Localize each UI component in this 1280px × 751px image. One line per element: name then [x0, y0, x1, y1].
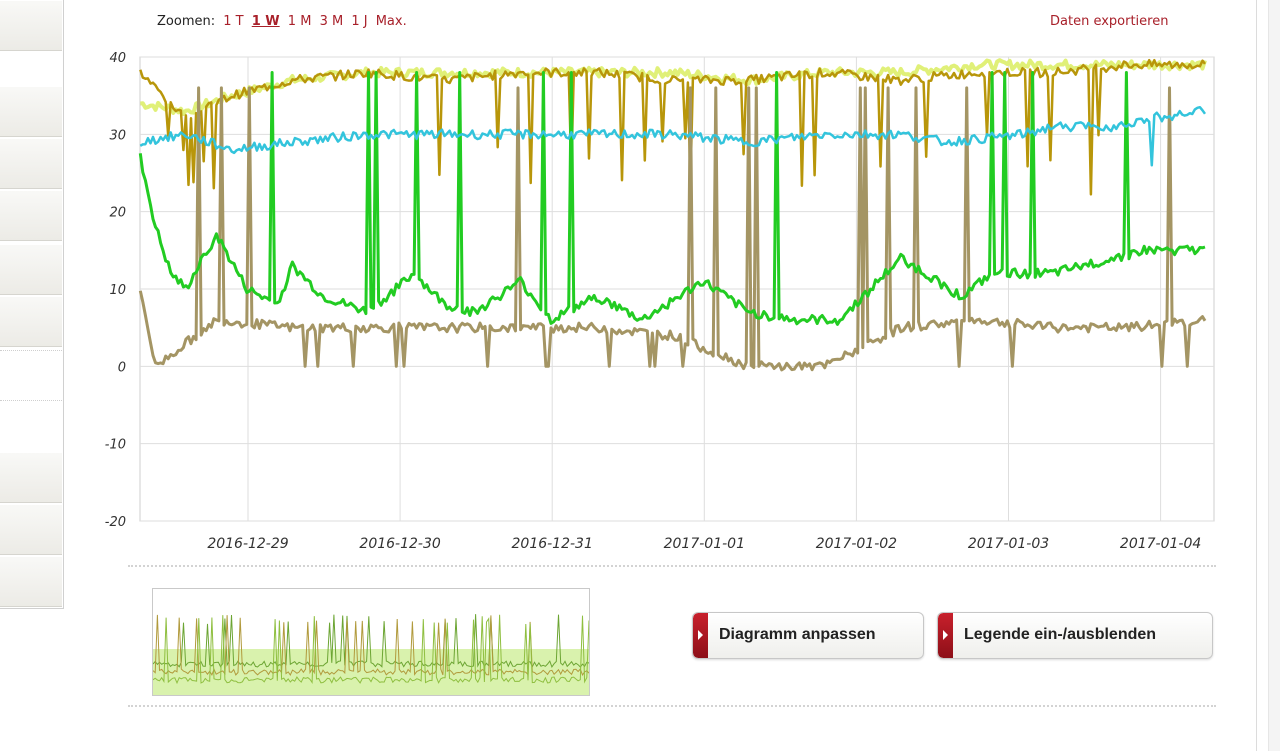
series-line	[139, 105, 1207, 167]
navigator-series	[153, 614, 589, 685]
toggle-legend-label: Legende ein-/ausblenden	[964, 626, 1157, 643]
x-tick-label: 2017-01-02	[816, 536, 897, 552]
chart-navigator[interactable]	[152, 588, 590, 696]
zoom-option-1-day[interactable]: 1 T	[223, 14, 244, 29]
sidebar-button-3[interactable]	[0, 138, 62, 189]
series-line	[138, 71, 1206, 326]
series-line	[138, 86, 1207, 372]
sidebar-button-8[interactable]	[0, 504, 62, 555]
zoom-toolbar: Zoomen: 1 T 1 W 1 M 3 M 1 J Max.	[157, 14, 411, 29]
chevron-right-icon	[693, 613, 708, 658]
chevron-right-icon	[938, 613, 953, 658]
x-axis: 2016-12-29 2016-12-30 2016-12-31 2017-01-01…	[207, 536, 1201, 552]
y-tick-label: -20	[105, 515, 126, 530]
y-tick-label: 0	[118, 360, 126, 375]
left-sidebar	[0, 0, 64, 609]
zoom-option-1-week[interactable]: 1 W	[251, 14, 280, 29]
sidebar-button-4[interactable]	[0, 190, 62, 241]
zoom-option-3-months[interactable]: 3 M	[319, 14, 344, 29]
scrollbar[interactable]	[1268, 0, 1280, 751]
sidebar-divider	[0, 400, 62, 401]
y-tick-label: -10	[105, 438, 126, 453]
export-data-link[interactable]: Daten exportieren	[1050, 14, 1169, 29]
sidebar-button-9[interactable]	[0, 556, 62, 607]
sidebar-button-6[interactable]	[0, 296, 62, 347]
x-tick-label: 2017-01-01	[664, 536, 745, 552]
x-tick-label: 2017-01-03	[968, 536, 1049, 552]
sidebar-button-7[interactable]	[0, 452, 62, 503]
divider-bottom	[128, 705, 1216, 707]
navigator-preview	[153, 614, 589, 695]
x-tick-label: 2016-12-30	[359, 536, 440, 552]
adjust-chart-label: Diagramm anpassen	[719, 626, 876, 643]
series-line	[139, 58, 1206, 196]
y-tick-label: 30	[109, 128, 126, 143]
adjust-chart-button[interactable]: Diagramm anpassen	[692, 612, 924, 659]
y-tick-label: 20	[109, 206, 126, 221]
sidebar-button-5[interactable]	[0, 244, 62, 295]
y-tick-label: 10	[109, 283, 126, 298]
sidebar-button-1[interactable]	[0, 0, 62, 51]
x-tick-label: 2016-12-31	[512, 536, 593, 552]
toggle-legend-button[interactable]: Legende ein-/ausblenden	[937, 612, 1213, 659]
sidebar-button-2[interactable]	[0, 86, 62, 137]
sidebar-divider	[0, 350, 62, 351]
zoom-option-max[interactable]: Max.	[375, 14, 407, 29]
y-axis: 40 30 20 10 0 -10 -20	[105, 51, 126, 530]
zoom-option-1-year[interactable]: 1 J	[351, 14, 368, 29]
navigator-series	[153, 614, 589, 669]
x-tick-label: 2016-12-29	[207, 536, 288, 552]
y-tick-label: 40	[109, 51, 126, 66]
zoom-option-1-month[interactable]: 1 M	[287, 14, 312, 29]
navigator-series	[153, 614, 589, 677]
divider-top	[128, 565, 1216, 567]
content-border	[1256, 0, 1257, 751]
x-tick-label: 2017-01-04	[1120, 536, 1201, 552]
chart-series	[138, 58, 1207, 372]
zoom-label: Zoomen:	[157, 14, 216, 29]
